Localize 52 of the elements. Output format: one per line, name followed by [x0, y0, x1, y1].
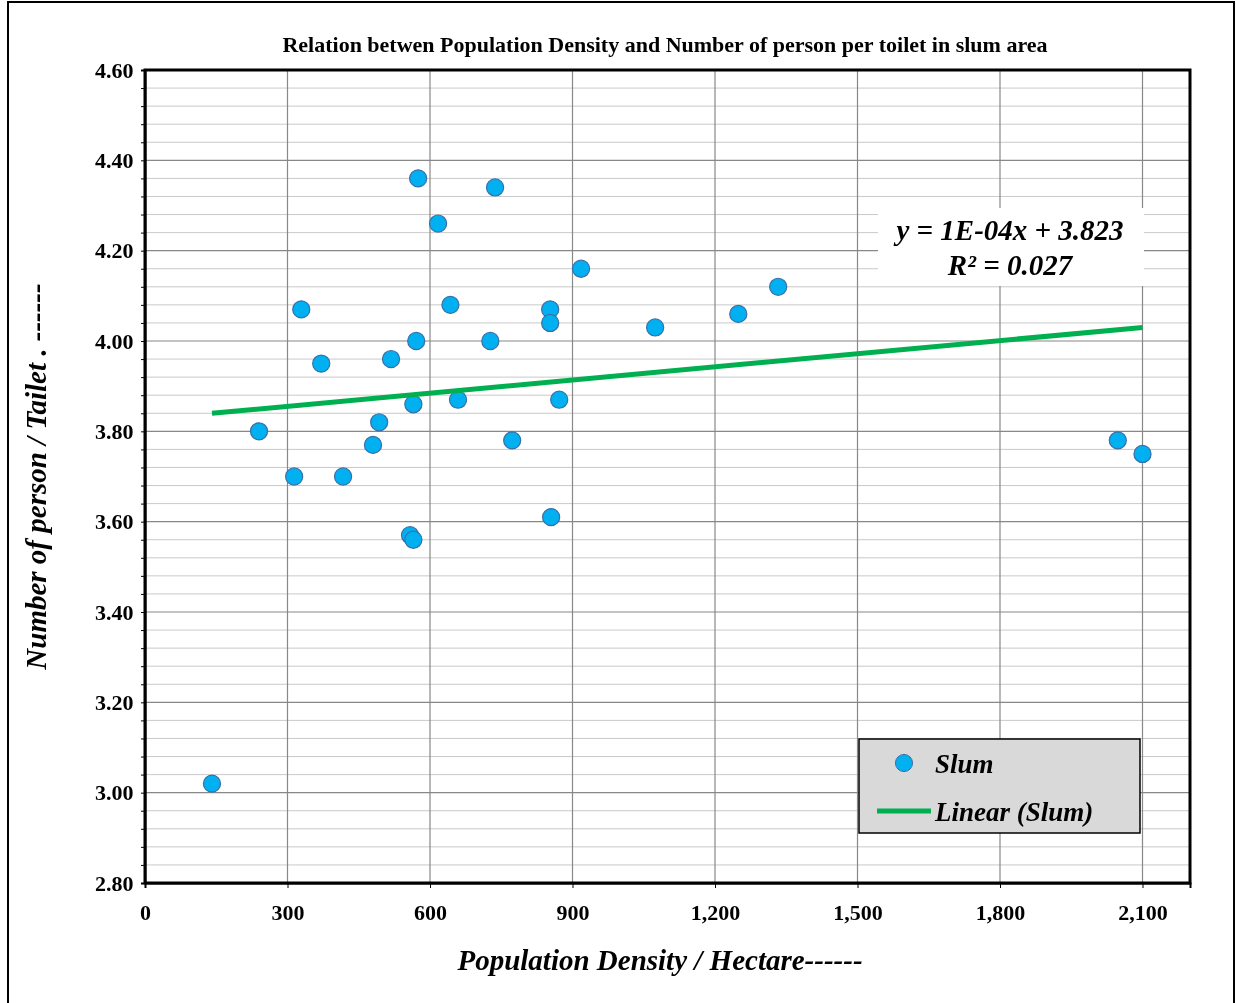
y-axis-title: Number of person / Tailet . ------	[20, 283, 52, 671]
point	[404, 395, 423, 414]
x-tick-label: 1,800	[975, 899, 1026, 925]
y-tick-label: 2.80	[95, 870, 134, 896]
point	[249, 422, 269, 441]
point	[441, 295, 460, 315]
point	[1108, 431, 1127, 450]
point	[408, 169, 428, 188]
point	[571, 259, 591, 278]
annotation: y = 1E-04x + 3.823 R² = 0.027	[893, 214, 1124, 281]
point	[407, 331, 426, 351]
legend-label: Linear (Slum)	[934, 797, 1094, 827]
point	[363, 435, 383, 455]
x-tick-label: 2,100	[1118, 899, 1168, 925]
x-tick-label: 300	[271, 899, 305, 925]
point	[481, 331, 500, 351]
x-axis-title: Population Density / Hectare------	[456, 944, 863, 976]
x-tick-label: 1,200	[690, 899, 741, 925]
x-tick-label: 900	[556, 899, 590, 925]
y-tick-label: 3.20	[95, 689, 134, 715]
y-tick-label: 4.40	[95, 147, 134, 173]
point	[202, 774, 222, 793]
point	[550, 390, 569, 409]
y-tick-label: 4.60	[95, 57, 134, 83]
chart-title: Relation betwen Population Density and Number of person per toilet in slum area	[282, 32, 1048, 57]
point	[541, 313, 560, 333]
point	[448, 390, 468, 409]
point	[769, 277, 788, 296]
point	[292, 300, 311, 319]
x-tick-label: 0	[140, 899, 151, 925]
point	[729, 304, 748, 324]
y-tick-label: 3.60	[95, 509, 134, 535]
point	[541, 508, 561, 527]
y-tick-label: 3.00	[95, 780, 134, 806]
point	[428, 214, 448, 233]
point	[645, 318, 665, 337]
point	[381, 349, 401, 369]
x-tick-label: 1,500	[833, 899, 883, 925]
y-tick-label: 4.20	[95, 238, 134, 264]
point	[370, 413, 389, 432]
point	[1133, 444, 1152, 464]
y-tick-label: 4.00	[95, 328, 134, 354]
point	[333, 467, 353, 486]
point	[503, 431, 522, 450]
point	[312, 354, 331, 373]
y-tick-label: 3.80	[95, 418, 134, 444]
x-tick-label: 600	[414, 899, 447, 925]
point	[404, 530, 423, 549]
point	[284, 467, 304, 486]
legend-label: Slum	[935, 749, 994, 779]
point	[485, 178, 505, 197]
y-tick-label: 3.40	[95, 599, 134, 625]
